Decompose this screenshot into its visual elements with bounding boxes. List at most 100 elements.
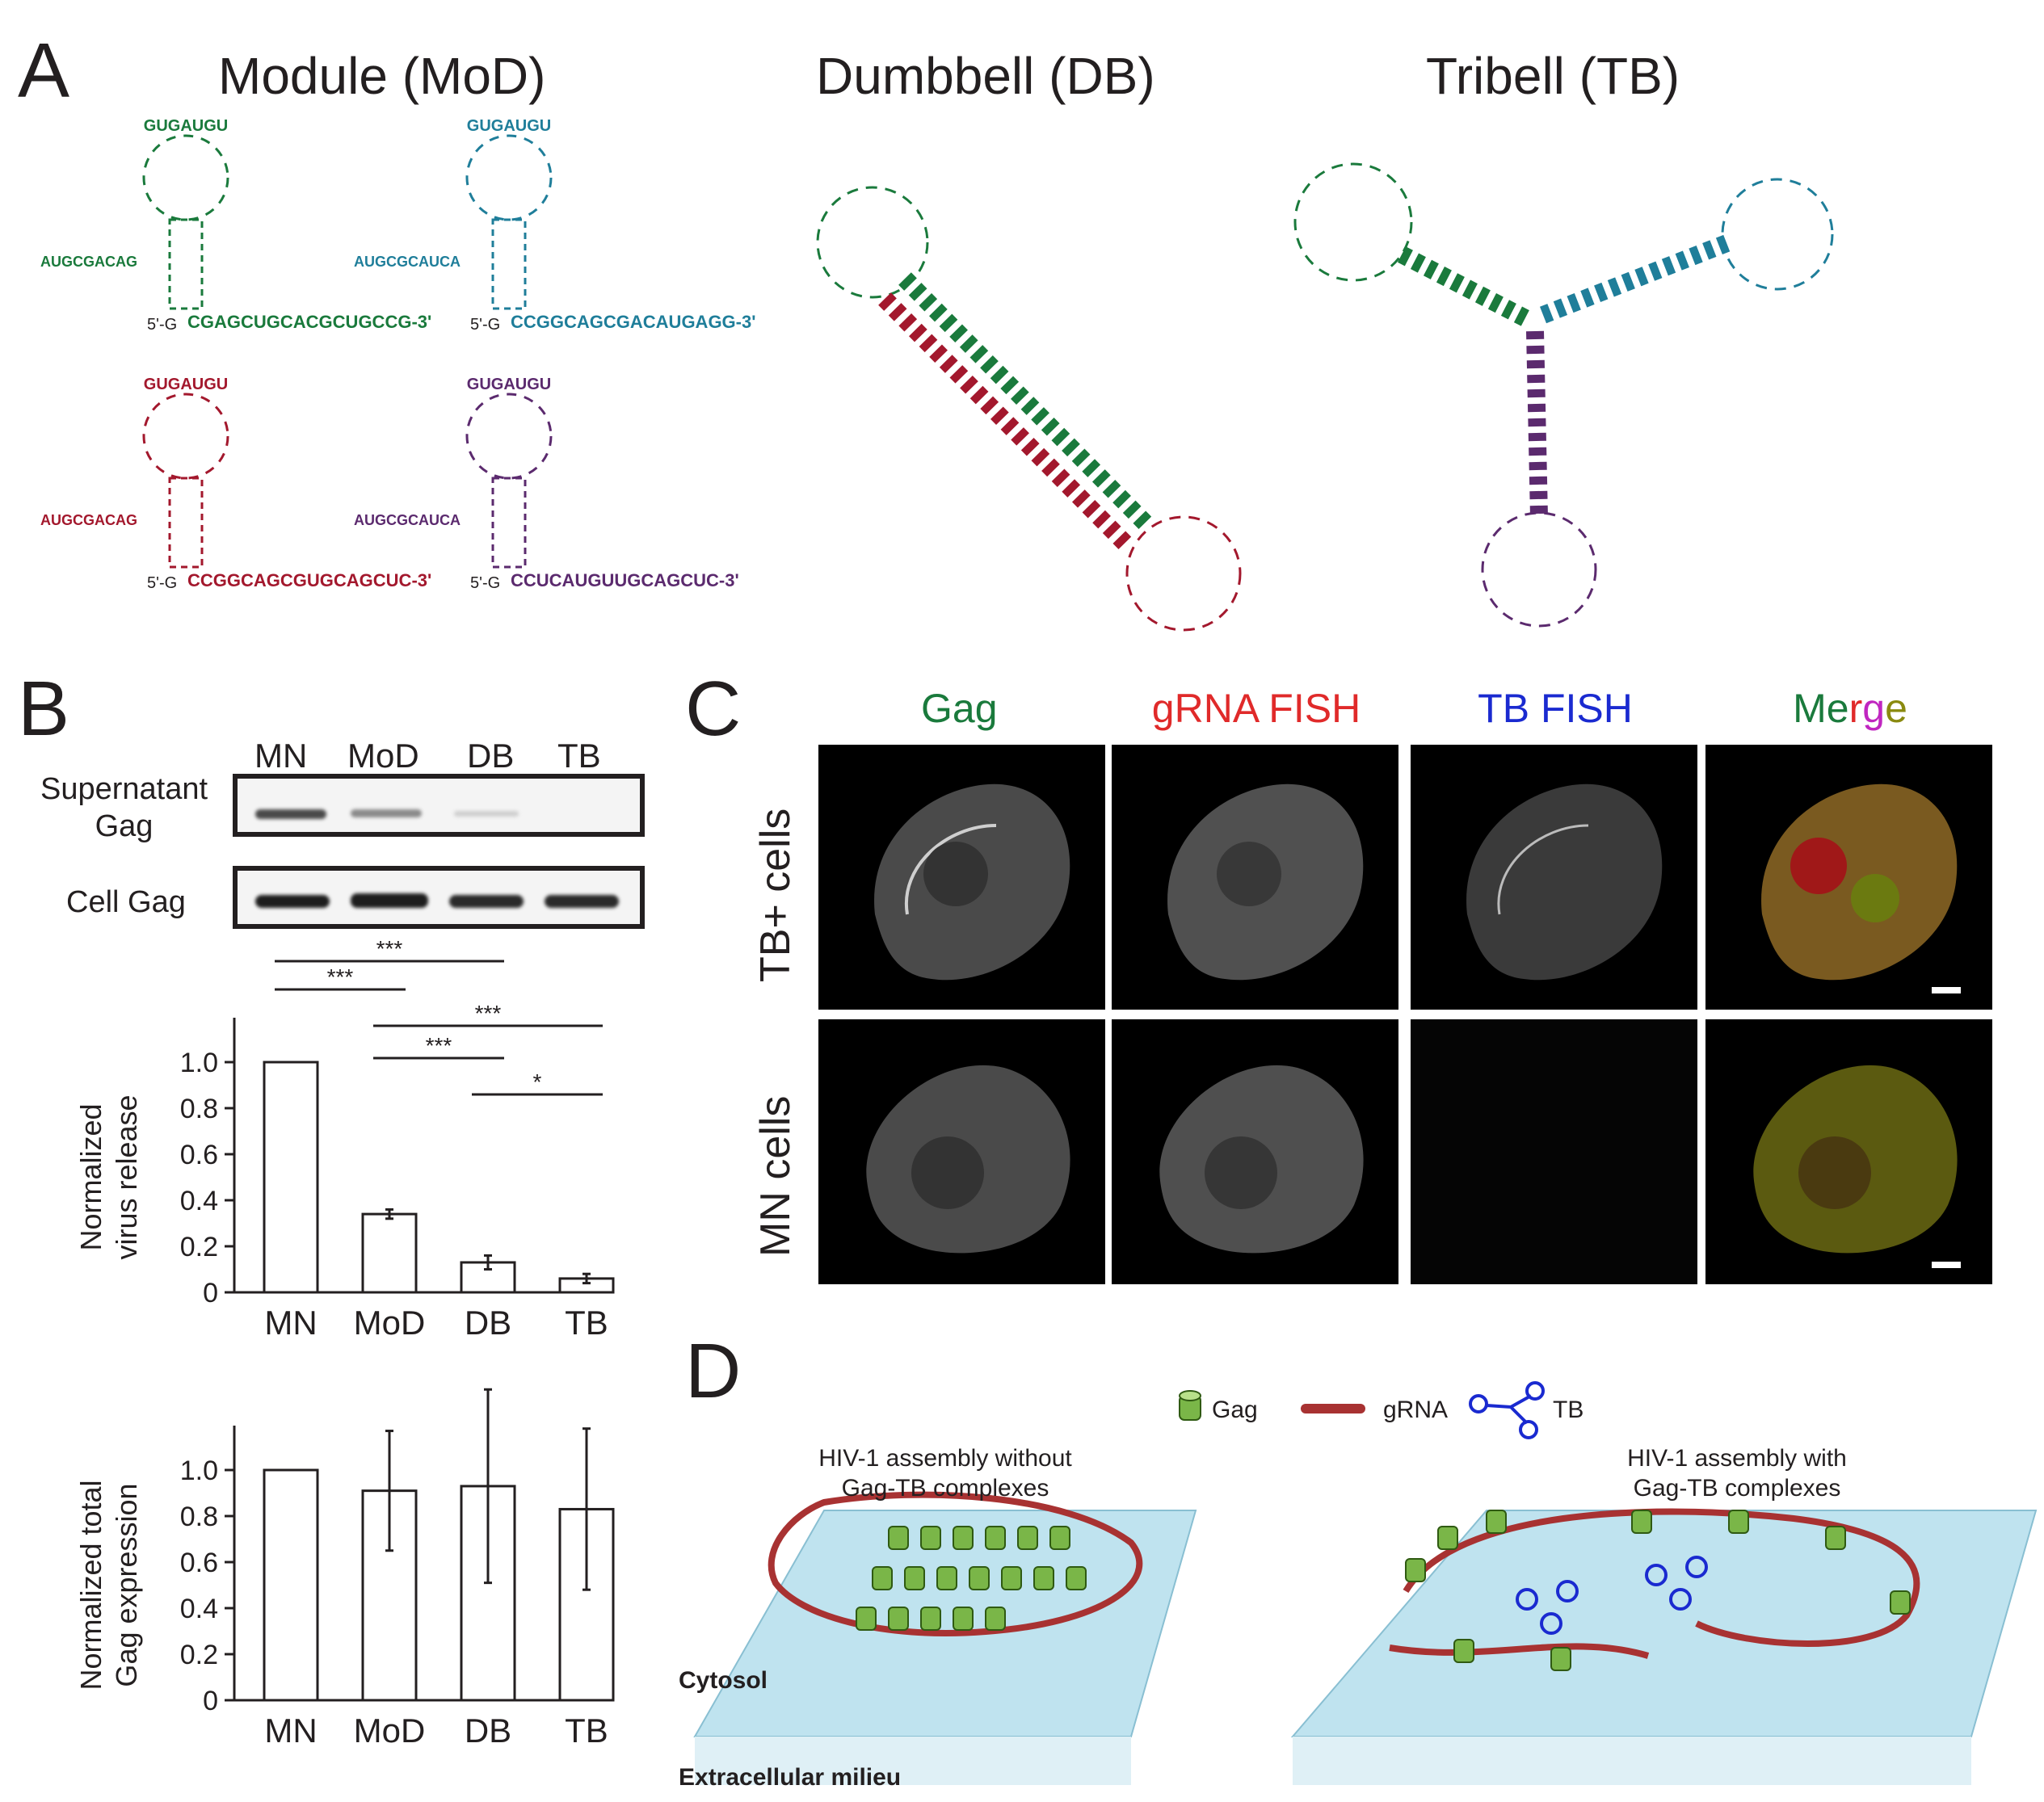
module-hairpin-2: 5'-G CCGGCAGCGACAUGAGG-3' GUGAUGU AUGCGCAUC… bbox=[354, 117, 755, 334]
module-hairpin-3: 5'-G CCGGCAGCGUGCAGCUC-3' GUGAUGU AUGCGACAG bbox=[40, 376, 431, 592]
row-tb-cells: TB+ cells bbox=[752, 808, 799, 982]
rna-structures: 5'-G CGAGCUGCACGCUGCCG-3' GUGAUGU AUGCGACAG… bbox=[40, 117, 1834, 632]
module-loop bbox=[142, 134, 229, 221]
x-tick-label: MoD bbox=[354, 1304, 426, 1342]
module-five-prime: 5'-G bbox=[470, 574, 500, 592]
x-tick-label: TB bbox=[565, 1304, 608, 1342]
bar-mn bbox=[263, 1468, 319, 1702]
band-mn bbox=[255, 809, 326, 819]
module-loop-sequence: GUGAUGU bbox=[467, 376, 551, 393]
tribell-arm-left bbox=[1397, 246, 1532, 327]
module-structures: 5'-G CGAGCUGCACGCUGCCG-3' GUGAUGU AUGCGACAG… bbox=[40, 117, 755, 592]
blot-lane-mod: MoD bbox=[347, 737, 419, 775]
module-loop-sequence: GUGAUGU bbox=[144, 376, 228, 393]
left-title-line-1: HIV-1 assembly without bbox=[818, 1445, 1072, 1472]
cell-band-db bbox=[449, 895, 524, 908]
y-tick-label: 0 bbox=[203, 1686, 218, 1716]
significance-label: * bbox=[533, 1069, 542, 1094]
y-tick-label: 0.6 bbox=[180, 1548, 218, 1578]
gag-expression-chart: 0 0.2 0.4 0.6 0.8 1.0 Normalized total Gag expr… bbox=[74, 1388, 615, 1749]
x-tick-label: MN bbox=[264, 1712, 317, 1749]
x-tick-label: TB bbox=[565, 1712, 608, 1749]
module-tail-sequence: CCGGCAGCGACAUGAGG-3' bbox=[511, 312, 755, 332]
dumbbell-stem-red bbox=[878, 292, 1133, 552]
mn-merge-image bbox=[1705, 1019, 1992, 1284]
y-axis-label: Normalized total bbox=[74, 1480, 107, 1690]
blot-lane-mn: MN bbox=[254, 737, 308, 775]
cell-gag-label: Cell Gag bbox=[66, 885, 186, 919]
legend-tb: TB bbox=[1553, 1397, 1583, 1423]
significance-label: *** bbox=[327, 964, 354, 989]
bar-mod bbox=[361, 1212, 418, 1294]
tribell-structure bbox=[1293, 162, 1834, 628]
cell-blot bbox=[233, 866, 645, 929]
significance-label: *** bbox=[376, 937, 403, 961]
cell-band-tb bbox=[545, 895, 619, 908]
assembly-diagram: Gag gRNA TB HIV-1 assembly without bbox=[679, 1381, 2038, 1791]
x-tick-label: MoD bbox=[354, 1712, 426, 1749]
left-title-line-2: Gag-TB complexes bbox=[842, 1475, 1049, 1502]
module-stem-sequence: AUGCGACAG bbox=[40, 512, 137, 528]
y-tick-label: 0.6 bbox=[180, 1140, 218, 1170]
module-tail-sequence: CCGGCAGCGUGCAGCUC-3' bbox=[187, 570, 431, 590]
y-tick-label: 0.4 bbox=[180, 1186, 218, 1216]
panel-letter-b: B bbox=[18, 666, 70, 752]
module-stem bbox=[168, 218, 204, 310]
y-axis-label: Normalized bbox=[74, 1103, 107, 1250]
tb-gag-image bbox=[818, 745, 1105, 1010]
module-title: Module (MoD) bbox=[218, 47, 546, 105]
gag-legend-icon bbox=[1179, 1390, 1201, 1421]
significance-label: *** bbox=[426, 1033, 452, 1058]
tribell-left-loop bbox=[1293, 162, 1413, 282]
y-tick-label: 1.0 bbox=[180, 1048, 218, 1078]
mn-grna-image bbox=[1112, 1019, 1398, 1284]
module-stem-sequence: AUGCGCAUCA bbox=[354, 254, 461, 270]
blot-lane-db: DB bbox=[467, 737, 515, 775]
module-loop-sequence: GUGAUGU bbox=[467, 117, 551, 135]
tb-grna-image bbox=[1112, 745, 1398, 1010]
x-tick-label: DB bbox=[465, 1712, 511, 1749]
virus-release-chart: 0 0.2 0.4 0.6 0.8 1.0 Normalized virus release M… bbox=[74, 937, 615, 1342]
right-title-line-1: HIV-1 assembly with bbox=[1627, 1445, 1847, 1472]
x-tick-label: DB bbox=[465, 1304, 511, 1342]
tribell-right-loop bbox=[1721, 178, 1834, 291]
dumbbell-bottom-loop bbox=[1125, 515, 1242, 632]
module-loop bbox=[465, 393, 553, 480]
module-stem-sequence: AUGCGCAUCA bbox=[354, 512, 461, 528]
column-merge: Merge bbox=[1705, 688, 1996, 729]
scale-bar-top bbox=[1932, 987, 1961, 993]
extracellular-label: Extracellular milieu bbox=[679, 1764, 901, 1791]
merge-label: Merge bbox=[1793, 686, 1907, 731]
column-grna-fish: gRNA FISH bbox=[1151, 686, 1361, 731]
y-tick-label: 0.4 bbox=[180, 1594, 218, 1624]
row-mn-cells: MN cells bbox=[752, 1095, 799, 1257]
panel-letter-c: C bbox=[685, 666, 742, 752]
module-stem bbox=[168, 477, 204, 569]
column-gag: Gag bbox=[921, 686, 998, 731]
left-membrane bbox=[693, 1491, 1197, 1785]
right-title-line-2: Gag-TB complexes bbox=[1634, 1475, 1841, 1502]
y-tick-label: 0.8 bbox=[180, 1502, 218, 1532]
y-tick-label: 0.8 bbox=[180, 1094, 218, 1124]
tb-legend-icon bbox=[1469, 1381, 1545, 1439]
grna-legend-icon bbox=[1301, 1404, 1365, 1413]
module-tail-sequence: CGAGCUGCACGCUGCCG-3' bbox=[187, 312, 431, 332]
supernatant-blot bbox=[233, 774, 645, 837]
tribell-title: Tribell (TB) bbox=[1426, 47, 1680, 105]
right-membrane bbox=[1290, 1508, 2038, 1785]
column-tb-fish: TB FISH bbox=[1478, 686, 1633, 731]
tb-merge-image bbox=[1705, 745, 1992, 1010]
tribell-arm-bottom bbox=[1526, 330, 1548, 518]
module-stem-sequence: AUGCGACAG bbox=[40, 254, 137, 270]
module-tail-sequence: CCUCAUGUUGCAGCUC-3' bbox=[511, 570, 739, 590]
module-five-prime: 5'-G bbox=[470, 316, 500, 334]
y-axis-label: virus release bbox=[110, 1094, 143, 1259]
band-db bbox=[454, 811, 519, 817]
legend-gag: Gag bbox=[1212, 1397, 1258, 1423]
significance-label: *** bbox=[475, 1001, 502, 1026]
module-five-prime: 5'-G bbox=[147, 574, 177, 592]
x-tick-label: MN bbox=[264, 1304, 317, 1342]
tribell-bottom-loop bbox=[1481, 511, 1597, 628]
tb-tbfish-image bbox=[1411, 745, 1697, 1010]
